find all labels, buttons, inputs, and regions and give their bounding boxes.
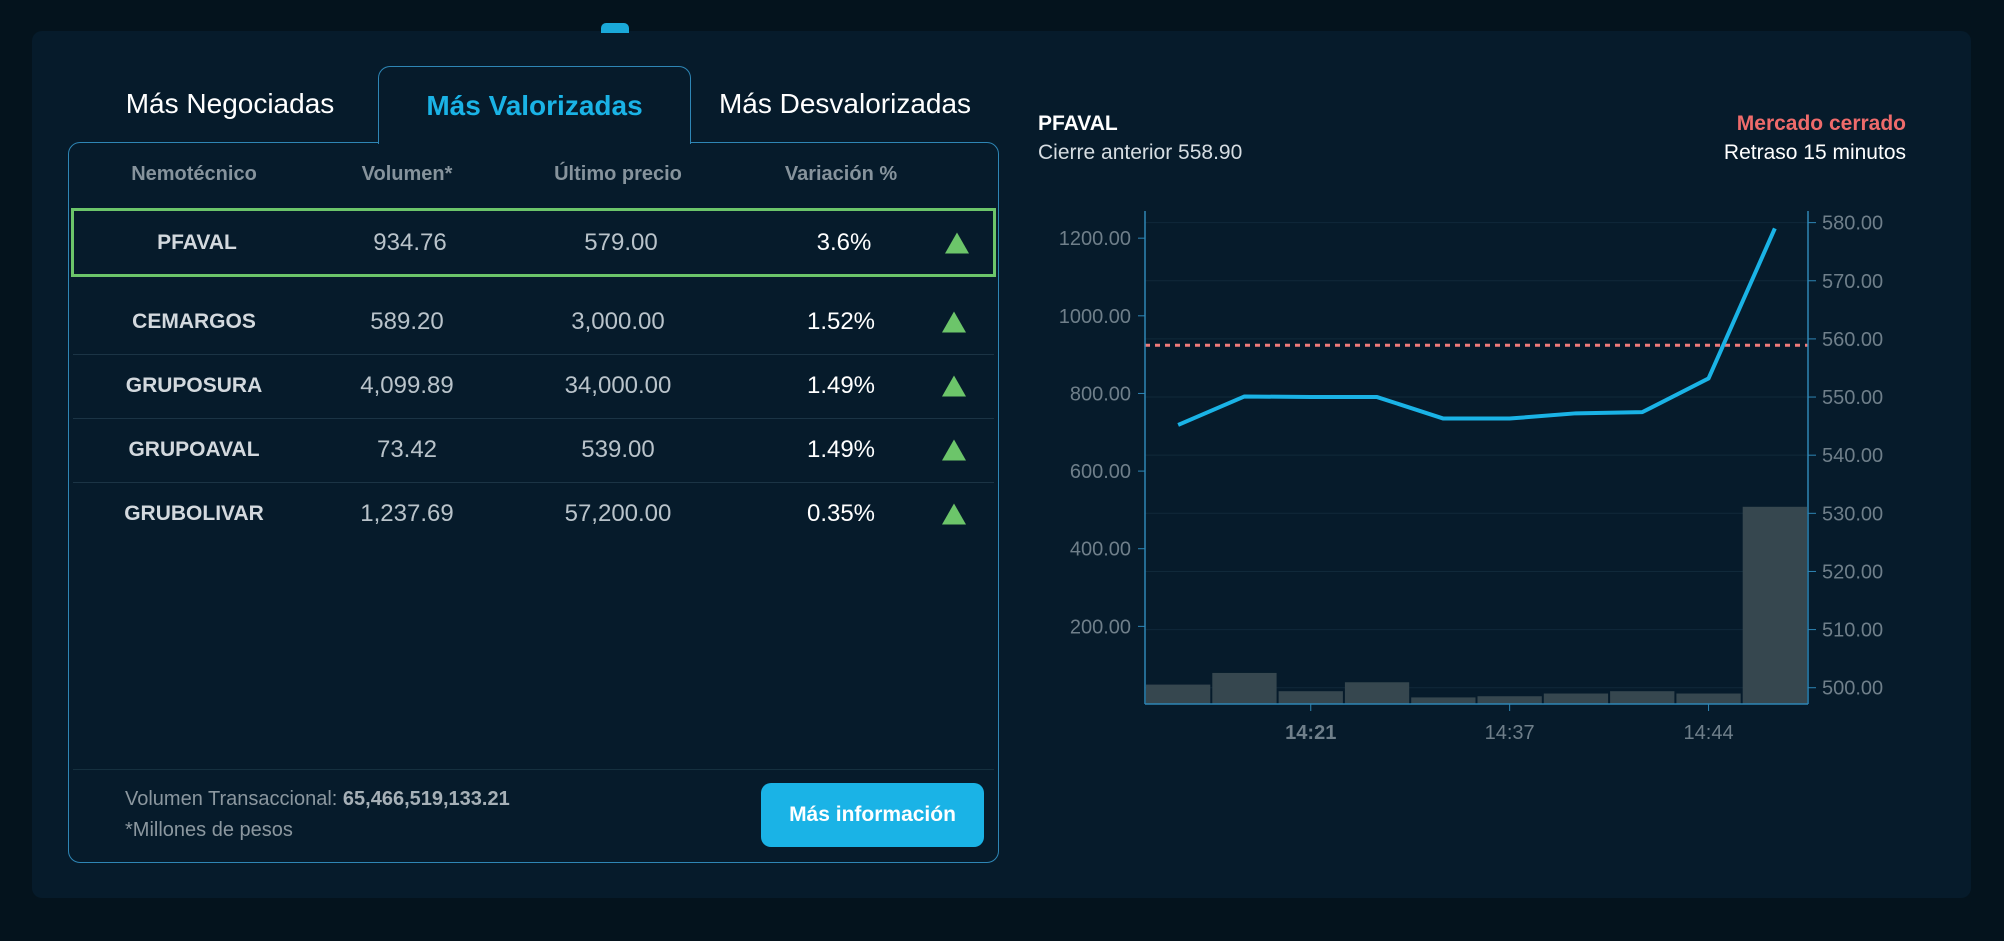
- volume-bar: [1146, 684, 1211, 704]
- market-panel: [32, 31, 1971, 898]
- trend-up-icon: [942, 375, 966, 397]
- delay-notice: Retraso 15 minutos: [1723, 141, 1906, 164]
- row-divider: [73, 418, 994, 419]
- header-ultimo-precio: Último precio: [554, 163, 682, 185]
- volume-cell: 934.76: [373, 228, 447, 256]
- x-axis-label: 14:37: [1485, 722, 1535, 744]
- left-axis-label: 1200.00: [1059, 228, 1131, 250]
- volume-bar: [1278, 691, 1343, 704]
- footer-divider: [73, 769, 994, 770]
- header-volumen: Volumen*: [361, 163, 453, 185]
- trend-up-icon: [942, 311, 966, 333]
- right-axis-label: 570.00: [1822, 271, 1883, 293]
- variation-cell: 1.52%: [806, 308, 876, 335]
- table-row[interactable]: CEMARGOS 589.20 3,000.00 1.52%: [73, 290, 994, 354]
- row-divider: [73, 354, 994, 355]
- price-line: [1177, 227, 1777, 427]
- price-cell: 539.00: [581, 436, 655, 463]
- symbol-cell: GRUPOSURA: [125, 374, 263, 397]
- table-row[interactable]: GRUBOLIVAR 1,237.69 57,200.00 0.35%: [73, 482, 994, 546]
- right-axis-label: 560.00: [1822, 329, 1883, 351]
- symbol-cell: GRUBOLIVAR: [124, 502, 264, 525]
- left-axis-label: 600.00: [1070, 461, 1131, 483]
- right-axis-label: 500.00: [1822, 678, 1883, 700]
- left-axis-label: 800.00: [1070, 383, 1131, 405]
- volume-cell: 4,099.89: [360, 372, 454, 399]
- more-info-button[interactable]: Más información: [761, 783, 984, 847]
- volume-cell: 589.20: [370, 308, 444, 335]
- volume-value: 65,466,519,133.21: [342, 788, 510, 810]
- row-divider: [73, 482, 994, 483]
- volume-cell: 1,237.69: [360, 500, 454, 527]
- right-axis-label: 530.00: [1822, 503, 1883, 525]
- volume-bar: [1742, 506, 1807, 704]
- tab-mas-negociadas[interactable]: Más Negociadas: [125, 88, 335, 119]
- table-row[interactable]: PFAVAL 934.76 579.00 3.6%: [71, 208, 996, 277]
- price-cell: 3,000.00: [571, 308, 665, 335]
- previous-close: Cierre anterior 558.90: [1038, 141, 1243, 164]
- variation-cell: 1.49%: [806, 372, 876, 399]
- volume-cell: 73.42: [376, 436, 438, 463]
- volume-bar: [1676, 693, 1741, 704]
- price-cell: 34,000.00: [564, 372, 672, 399]
- units-note: *Millones de pesos: [125, 819, 293, 841]
- left-axis-label: 200.00: [1070, 616, 1131, 638]
- table-row[interactable]: GRUPOAVAL 73.42 539.00 1.49%: [73, 418, 994, 482]
- stocks-table-card: Nemotécnico Volumen* Último precio Varia…: [68, 142, 999, 863]
- right-axis-label: 510.00: [1822, 620, 1883, 642]
- volume-bar: [1344, 682, 1410, 704]
- top-indicator: [601, 23, 629, 33]
- price-cell: 57,200.00: [564, 500, 672, 527]
- trend-up-icon: [945, 232, 969, 253]
- header-nemotecnico: Nemotécnico: [131, 163, 257, 185]
- table-row[interactable]: GRUPOSURA 4,099.89 34,000.00 1.49%: [73, 354, 994, 418]
- transactional-volume: Volumen Transaccional: 65,466,519,133.21: [125, 788, 510, 811]
- volume-bar: [1411, 697, 1476, 704]
- chart-symbol: PFAVAL: [1038, 112, 1118, 135]
- tab-mas-valorizadas[interactable]: Más Valorizadas: [378, 66, 691, 144]
- x-axis-label: 14:44: [1684, 722, 1734, 744]
- trend-up-icon: [942, 503, 966, 525]
- variation-cell: 3.6%: [816, 228, 872, 256]
- header-variacion: Variación %: [784, 163, 898, 185]
- left-axis-label: 400.00: [1070, 539, 1131, 561]
- price-cell: 579.00: [584, 228, 658, 256]
- left-axis-label: 1000.00: [1059, 306, 1131, 328]
- right-axis-label: 520.00: [1822, 561, 1883, 583]
- variation-cell: 1.49%: [806, 436, 876, 463]
- symbol-cell: CEMARGOS: [132, 310, 256, 333]
- volume-bar: [1212, 672, 1277, 704]
- symbol-cell: PFAVAL: [157, 230, 237, 254]
- right-axis-label: 580.00: [1822, 213, 1883, 235]
- right-axis-label: 550.00: [1822, 387, 1883, 409]
- x-axis-label: 14:21: [1285, 722, 1336, 744]
- right-axis-label: 540.00: [1822, 445, 1883, 467]
- symbol-cell: GRUPOAVAL: [128, 438, 260, 461]
- variation-cell: 0.35%: [806, 500, 876, 527]
- volume-bar: [1477, 696, 1542, 704]
- volume-label: Volumen Transaccional:: [125, 788, 338, 810]
- volume-bar: [1543, 693, 1609, 704]
- market-status: Mercado cerrado: [1736, 112, 1906, 135]
- trend-up-icon: [942, 439, 966, 461]
- volume-bar: [1610, 691, 1675, 704]
- tab-mas-desvalorizadas[interactable]: Más Desvalorizadas: [718, 88, 972, 119]
